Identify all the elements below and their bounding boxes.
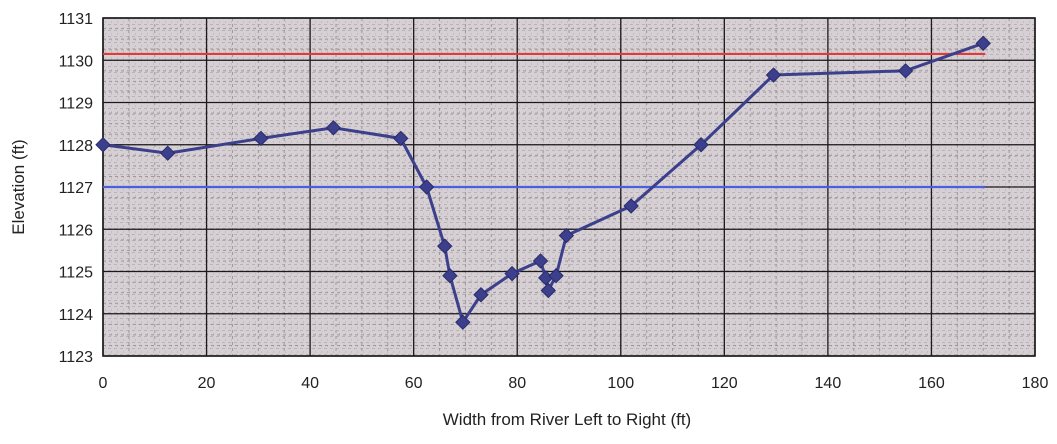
y-axis-title: Elevation (ft): [9, 139, 28, 234]
x-tick-label: 100: [607, 375, 634, 392]
x-tick-label: 120: [711, 375, 738, 392]
data-point: [975, 35, 991, 52]
data-point: [393, 130, 409, 147]
x-axis-title: Width from River Left to Right (ft): [443, 410, 691, 429]
y-tick-label: 1127: [59, 180, 94, 197]
data-point: [504, 265, 520, 282]
y-tick-label: 1129: [59, 96, 94, 113]
data-point: [532, 253, 549, 269]
y-tick-labels: 1123 1124 1125 1126 1127 1128 1129 1130 1131: [59, 11, 94, 366]
y-tick-label: 1131: [59, 11, 94, 28]
x-tick-label: 140: [815, 375, 842, 392]
x-tick-label: 0: [99, 375, 108, 392]
x-tick-label: 80: [508, 375, 526, 392]
data-point: [418, 179, 435, 195]
x-tick-label: 180: [1022, 375, 1049, 392]
data-point: [540, 282, 556, 299]
x-tick-label: 20: [198, 375, 216, 392]
y-tick-label: 1126: [59, 222, 94, 239]
x-tick-label: 60: [405, 375, 423, 392]
data-point: [693, 137, 709, 153]
y-tick-label: 1124: [59, 307, 94, 324]
y-tick-label: 1123: [59, 349, 94, 366]
x-tick-label: 40: [301, 375, 319, 392]
y-tick-label: 1125: [59, 265, 94, 282]
data-point: [253, 130, 269, 147]
x-tick-label: 160: [918, 375, 945, 392]
x-tick-labels: 0 20 40 60 80 100 120 140 160 180: [99, 375, 1049, 392]
data-point: [325, 120, 342, 136]
data-point: [473, 287, 489, 303]
series-layer: [95, 35, 991, 330]
y-tick-label: 1128: [59, 138, 94, 155]
data-point: [765, 67, 782, 83]
data-point: [160, 145, 176, 161]
data-point: [558, 227, 575, 244]
reference-lines: [103, 52, 986, 189]
data-point: [437, 238, 453, 254]
data-point: [442, 268, 458, 284]
y-tick-label: 1130: [59, 53, 94, 70]
data-point: [548, 268, 564, 284]
data-point: [95, 137, 111, 153]
data-point: [897, 63, 914, 79]
data-point: [623, 198, 639, 214]
data-point: [455, 314, 471, 330]
